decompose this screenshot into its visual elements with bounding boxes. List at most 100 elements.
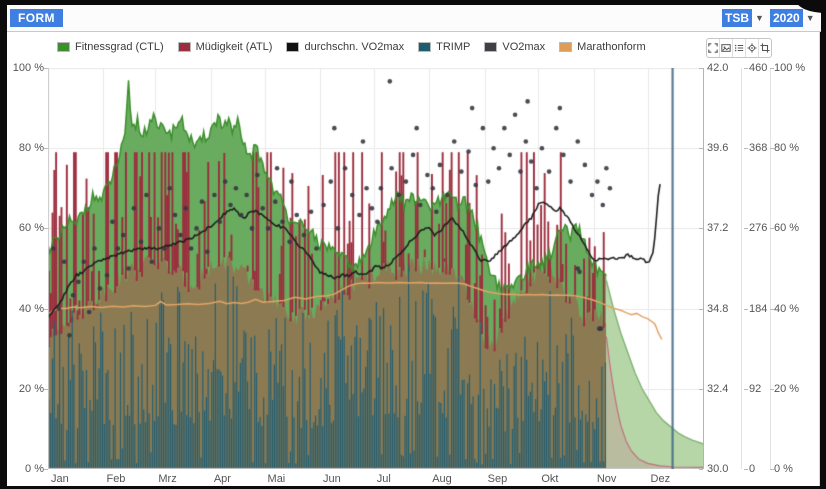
settings-icon (747, 43, 757, 53)
legend-item-vo2max[interactable]: VO2max (484, 41, 545, 53)
year-select-value: 2020 (770, 9, 803, 27)
axis-tick-mark (44, 388, 48, 390)
y-axis-trimp-tick: 460 (749, 62, 768, 74)
axis-tick-mark (770, 308, 774, 310)
y-axis-right-percent-tick: 60 % (774, 222, 800, 235)
x-axis-month-label: Mai (267, 473, 286, 485)
y-axis-vo2max-tick: 42.0 (707, 62, 729, 74)
x-axis-month-label: Jan (51, 473, 69, 485)
x-axis-month-label: Okt (541, 473, 559, 485)
axis-tick-mark (44, 228, 48, 230)
export-image-icon (721, 44, 731, 52)
axis-tick-mark (44, 148, 48, 150)
axis-tick-mark (744, 228, 748, 230)
settings-button[interactable] (745, 39, 758, 57)
chevron-down-icon: ▼ (805, 13, 815, 23)
axis-tick-mark (744, 68, 748, 69)
y-axis-right-percent-tick: 0 % (774, 463, 793, 475)
avg-vo2max-swatch-icon (286, 42, 300, 52)
legend-label: Fitnessgrad (CTL) (75, 41, 164, 53)
x-axis-month-label: Mrz (158, 473, 177, 485)
chart-toolbar (706, 38, 772, 58)
axis-tick-mark (44, 68, 48, 69)
y-axis-vo2max-tick: 30.0 (707, 463, 729, 475)
y-axis-trimp-tick: 0 (749, 463, 756, 475)
legend-item-atl[interactable]: Müdigkeit (ATL) (177, 41, 273, 53)
year-select[interactable]: 2020 ▼ (770, 9, 815, 27)
y-axis-left-percent-tick: 20 % (18, 382, 44, 395)
right-axis-separator-line (741, 68, 742, 469)
y-axis-right-percent-tick: 20 % (774, 382, 800, 395)
legend-list-button[interactable] (732, 39, 745, 57)
legend-label: Müdigkeit (ATL) (195, 41, 273, 53)
axis-tick-mark (44, 308, 48, 310)
form-title-chip: FORM (10, 9, 63, 27)
export-image-button[interactable] (719, 39, 732, 57)
x-axis-month-label: Jun (323, 473, 341, 485)
top-header-bar: FORM TSB ▼ 2020 ▼ (7, 5, 821, 32)
axis-tick-mark (699, 148, 703, 150)
atl-swatch-icon (177, 42, 191, 52)
legend-label: VO2max (502, 41, 546, 53)
axis-tick-mark (770, 68, 774, 69)
vo2max-swatch-icon (484, 42, 498, 52)
y-axis-vo2max-tick: 34.8 (707, 302, 729, 315)
y-axis-right-percent-tick: 80 % (774, 142, 800, 155)
crop-button[interactable] (758, 39, 771, 57)
chart-legend: Fitnessgrad (CTL) Müdigkeit (ATL) durchs… (57, 40, 646, 54)
axis-tick-mark (744, 308, 748, 310)
legend-item-marathonform[interactable]: Marathonform (559, 41, 646, 53)
y-axis-left-percent-tick: 80 % (18, 142, 44, 155)
x-axis-month-label: Nov (596, 473, 617, 485)
chevron-down-icon: ▼ (755, 13, 764, 23)
axis-tick-mark (770, 148, 774, 150)
y-axis-trimp-tick: 184 (749, 302, 768, 315)
legend-item-avg-vo2max[interactable]: durchschn. VO2max (286, 41, 404, 53)
x-axis-month-label: Feb (106, 473, 126, 485)
x-axis-month-label: Aug (432, 473, 452, 485)
axis-tick-mark (770, 228, 774, 230)
y-axis-left-percent-tick: 0 % (25, 463, 44, 475)
y-axis-left-percent-tick: 40 % (18, 302, 44, 315)
axis-tick-mark (744, 148, 748, 150)
y-axis-left-percent-tick: 60 % (18, 222, 44, 235)
legend-label: durchschn. VO2max (304, 41, 405, 53)
axis-tick-mark (699, 228, 703, 230)
fullscreen-icon (708, 43, 718, 53)
fullscreen-button[interactable] (707, 39, 719, 57)
axis-tick-mark (744, 388, 748, 390)
y-axis-left-percent-tick: 100 % (12, 62, 44, 74)
axis-tick-mark (699, 469, 703, 470)
ctl-swatch-icon (57, 42, 70, 52)
chart-plot-canvas[interactable] (48, 68, 703, 469)
x-axis-month-label: Sep (487, 473, 508, 485)
axis-tick-mark (770, 469, 774, 470)
legend-label: TRIMP (436, 41, 471, 53)
x-axis-month-label: Jul (376, 473, 391, 485)
x-axis-month-label: Apr (213, 473, 231, 485)
legend-label: Marathonform (577, 41, 646, 53)
y-axis-trimp-tick: 368 (749, 142, 768, 155)
y-axis-vo2max-tick: 37.2 (707, 222, 729, 235)
axis-tick-mark (44, 469, 48, 470)
y-axis-vo2max-tick: 39.6 (707, 142, 729, 155)
trimp-swatch-icon (418, 42, 432, 52)
y-axis-right-percent-tick: 100 % (774, 62, 806, 74)
y-axis-right-percent-tick: 40 % (774, 302, 800, 315)
marathonform-swatch-icon (559, 42, 573, 52)
legend-item-trimp[interactable]: TRIMP (418, 41, 470, 53)
axis-tick-mark (770, 388, 774, 390)
legend-item-ctl[interactable]: Fitnessgrad (CTL) (57, 41, 164, 53)
axis-tick-mark (699, 388, 703, 390)
legend-list-icon (734, 44, 744, 52)
plot-right-border (703, 68, 704, 469)
axis-tick-mark (699, 68, 703, 69)
right-axis-separator-line (770, 68, 771, 469)
metric-select-value: TSB (722, 9, 752, 27)
axis-tick-mark (744, 469, 748, 470)
x-axis-month-label: Dez (650, 473, 671, 485)
crop-icon (760, 43, 770, 53)
metric-select[interactable]: TSB ▼ (722, 9, 764, 27)
y-axis-trimp-tick: 276 (749, 222, 768, 235)
y-axis-trimp-tick: 92 (749, 382, 762, 395)
